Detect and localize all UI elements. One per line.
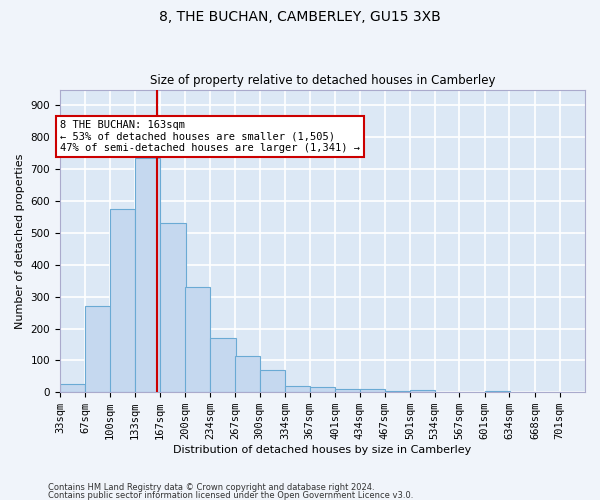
- Bar: [210, 338, 236, 392]
- Bar: [60, 384, 85, 392]
- Bar: [260, 370, 285, 392]
- Bar: [410, 390, 436, 392]
- Text: 8 THE BUCHAN: 163sqm
← 53% of detached houses are smaller (1,505)
47% of semi-de: 8 THE BUCHAN: 163sqm ← 53% of detached h…: [60, 120, 360, 153]
- Text: Contains public sector information licensed under the Open Government Licence v3: Contains public sector information licen…: [48, 490, 413, 500]
- Bar: [335, 389, 361, 392]
- Bar: [285, 386, 310, 392]
- Text: 8, THE BUCHAN, CAMBERLEY, GU15 3XB: 8, THE BUCHAN, CAMBERLEY, GU15 3XB: [159, 10, 441, 24]
- Title: Size of property relative to detached houses in Camberley: Size of property relative to detached ho…: [150, 74, 495, 87]
- Y-axis label: Number of detached properties: Number of detached properties: [15, 153, 25, 328]
- Bar: [185, 287, 210, 392]
- Bar: [135, 158, 160, 392]
- Bar: [110, 209, 136, 392]
- Bar: [85, 306, 111, 392]
- Bar: [160, 224, 185, 392]
- Bar: [360, 389, 385, 392]
- Bar: [485, 390, 510, 392]
- Bar: [310, 388, 335, 392]
- Bar: [235, 356, 260, 392]
- Bar: [385, 390, 410, 392]
- Text: Contains HM Land Registry data © Crown copyright and database right 2024.: Contains HM Land Registry data © Crown c…: [48, 484, 374, 492]
- X-axis label: Distribution of detached houses by size in Camberley: Distribution of detached houses by size …: [173, 445, 472, 455]
